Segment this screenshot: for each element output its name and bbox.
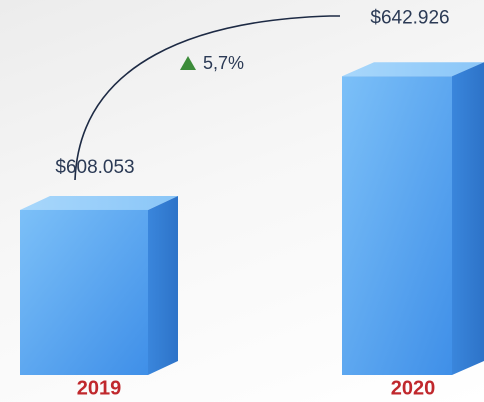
value-label: $642.926 <box>370 7 449 28</box>
category-label: 2019 <box>77 377 122 399</box>
bar-side <box>148 195 178 375</box>
bar-top <box>20 195 178 210</box>
value-label: $608.053 <box>55 157 134 178</box>
growth-annotation: 5,7% <box>203 53 244 73</box>
up-arrow <box>180 56 196 70</box>
bar <box>20 209 148 375</box>
bar <box>342 76 452 376</box>
bar-top <box>342 62 484 77</box>
category-label: 2020 <box>391 377 436 399</box>
growth-connector <box>74 15 340 181</box>
bar-side <box>452 62 484 376</box>
